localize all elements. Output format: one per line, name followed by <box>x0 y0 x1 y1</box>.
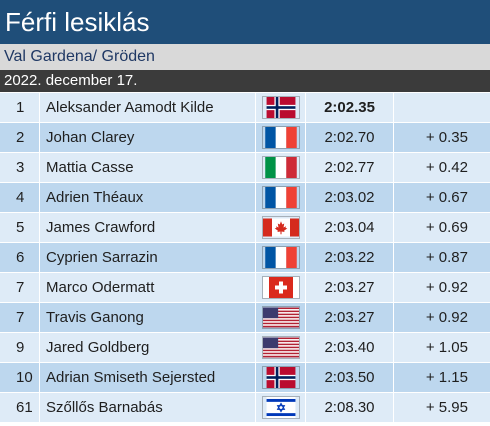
france-flag-icon <box>263 247 299 268</box>
rank-cell: 3 <box>0 153 40 182</box>
table-row: 6 Cyprien Sarrazin 2:03.22 + 0.87 <box>0 243 490 273</box>
norway-flag-icon <box>263 97 299 118</box>
table-row: 10 Adrian Smiseth Sejersted 2:03.50 + 1.… <box>0 363 490 393</box>
time-cell: 2:08.30 <box>306 393 394 422</box>
france-flag-icon <box>263 127 299 148</box>
rank-cell: 7 <box>0 273 40 302</box>
rank-cell: 10 <box>0 363 40 392</box>
name-cell: Johan Clarey <box>40 123 256 152</box>
italy-flag-icon <box>263 157 299 178</box>
table-row: 4 Adrien Théaux 2:03.02 + 0.67 <box>0 183 490 213</box>
usa-flag-icon <box>263 337 299 358</box>
rank-cell: 1 <box>0 93 40 122</box>
rank-cell: 7 <box>0 303 40 332</box>
rank-cell: 4 <box>0 183 40 212</box>
usa-flag-icon <box>263 307 299 328</box>
canada-flag-icon <box>263 217 299 238</box>
israel-flag-icon <box>263 397 299 418</box>
time-cell: 2:02.35 <box>306 93 394 122</box>
name-cell: Adrian Smiseth Sejersted <box>40 363 256 392</box>
diff-cell: + 0.42 <box>425 159 468 176</box>
diff-cell: + 0.67 <box>425 189 468 206</box>
table-row: 1 Aleksander Aamodt Kilde 2:02.35 <box>0 93 490 123</box>
switzerland-flag-icon <box>263 277 299 298</box>
venue-label: Val Gardena/ Gröden <box>0 44 490 70</box>
france-flag-icon <box>263 187 299 208</box>
rank-cell: 61 <box>0 393 40 422</box>
name-cell: Adrien Théaux <box>40 183 256 212</box>
table-row: 5 James Crawford 2:03.04 + 0.69 <box>0 213 490 243</box>
time-cell: 2:03.50 <box>306 363 394 392</box>
rank-cell: 9 <box>0 333 40 362</box>
time-cell: 2:03.27 <box>306 303 394 332</box>
time-cell: 2:03.27 <box>306 273 394 302</box>
table-row: 9 Jared Goldberg 2:03.40 + 1.05 <box>0 333 490 363</box>
time-cell: 2:03.04 <box>306 213 394 242</box>
name-cell: Jared Goldberg <box>40 333 256 362</box>
diff-cell: + 5.95 <box>425 399 468 416</box>
norway-flag-icon <box>263 367 299 388</box>
page-title: Férfi lesiklás <box>0 0 490 44</box>
table-row: 61 Szőllős Barnabás 2:08.30 + 5.95 <box>0 393 490 423</box>
name-cell: James Crawford <box>40 213 256 242</box>
date-label: 2022. december 17. <box>0 70 490 92</box>
name-cell: Marco Odermatt <box>40 273 256 302</box>
name-cell: Cyprien Sarrazin <box>40 243 256 272</box>
diff-cell: + 0.35 <box>425 129 468 146</box>
time-cell: 2:03.40 <box>306 333 394 362</box>
table-row: 7 Travis Ganong 2:03.27 + 0.92 <box>0 303 490 333</box>
diff-cell: + 1.05 <box>425 339 468 356</box>
table-row: 3 Mattia Casse 2:02.77 + 0.42 <box>0 153 490 183</box>
time-cell: 2:02.70 <box>306 123 394 152</box>
name-cell: Aleksander Aamodt Kilde <box>40 93 256 122</box>
time-cell: 2:03.22 <box>306 243 394 272</box>
diff-cell: + 0.92 <box>425 279 468 296</box>
diff-cell: + 1.15 <box>425 369 468 386</box>
rank-cell: 5 <box>0 213 40 242</box>
time-cell: 2:02.77 <box>306 153 394 182</box>
rank-cell: 6 <box>0 243 40 272</box>
results-list: 1 Aleksander Aamodt Kilde 2:02.35 2 Joha… <box>0 93 490 423</box>
name-cell: Szőllős Barnabás <box>40 393 256 422</box>
diff-cell: + 0.69 <box>425 219 468 236</box>
table-row: 2 Johan Clarey 2:02.70 + 0.35 <box>0 123 490 153</box>
time-cell: 2:03.02 <box>306 183 394 212</box>
name-cell: Mattia Casse <box>40 153 256 182</box>
diff-cell: + 0.87 <box>425 249 468 266</box>
rank-cell: 2 <box>0 123 40 152</box>
name-cell: Travis Ganong <box>40 303 256 332</box>
diff-cell <box>394 93 490 122</box>
table-row: 7 Marco Odermatt 2:03.27 + 0.92 <box>0 273 490 303</box>
diff-cell: + 0.92 <box>425 309 468 326</box>
